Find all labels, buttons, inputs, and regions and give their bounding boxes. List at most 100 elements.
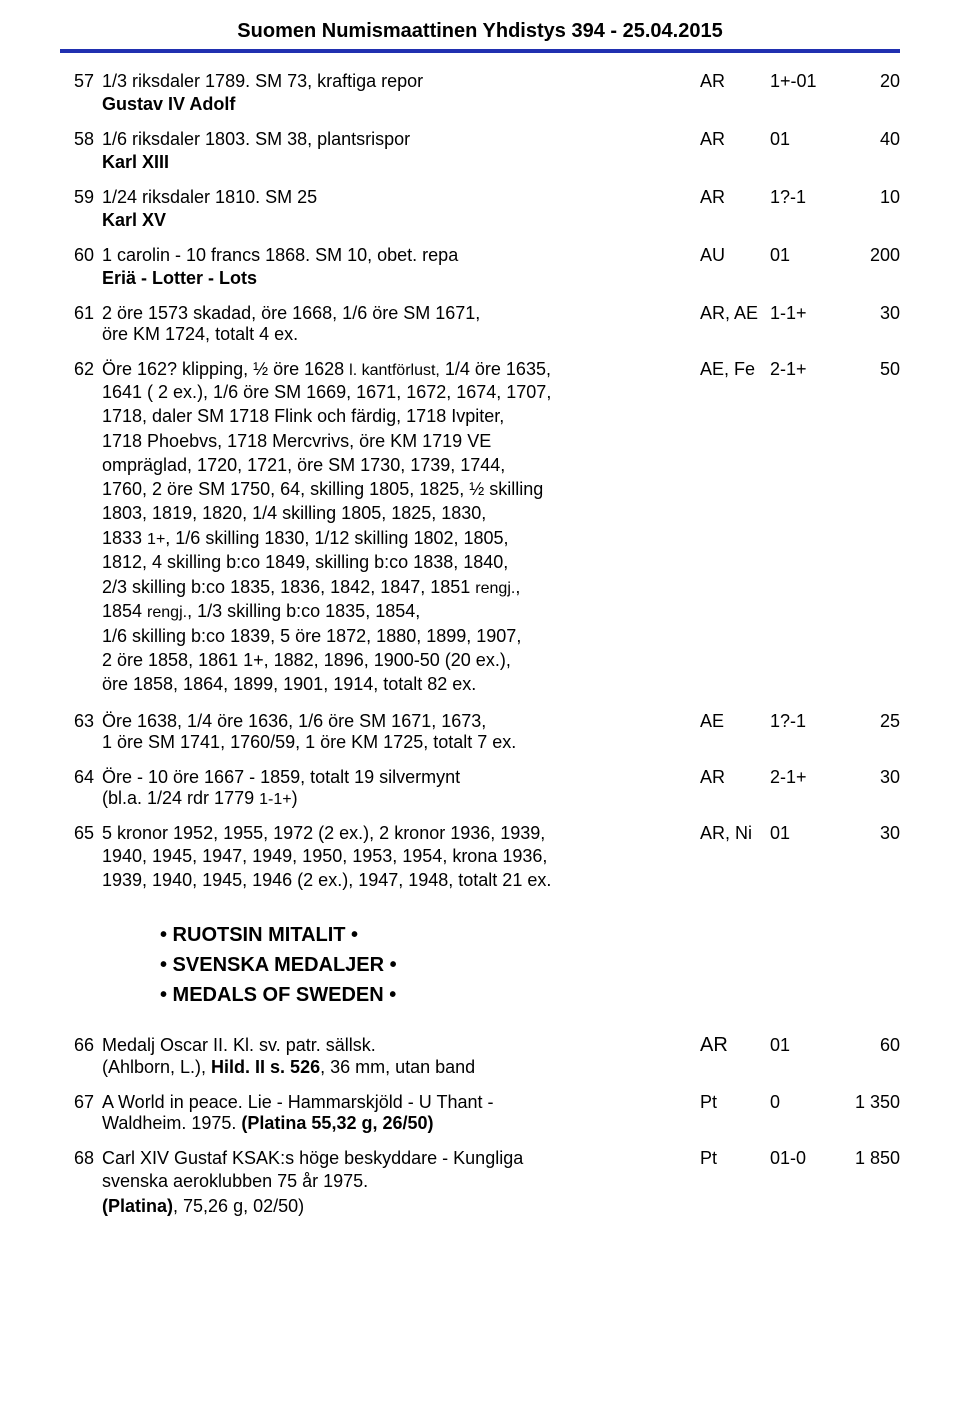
lot-text: Waldheim. 1975. [102,1113,241,1133]
lot-small-text: rengj. [147,604,187,621]
lot-number: 67 [60,1092,102,1113]
lot-price: 30 [830,823,900,844]
lot-metal: AE, Fe [700,359,770,380]
lot-line: 1718 Phoebvs, 1718 Mercvrivs, öre KM 171… [102,429,900,453]
lot-row: 62 Öre 162? klipping, ½ öre 1628 l. kant… [60,359,900,380]
lot-price: 60 [830,1035,900,1056]
lot-description: Carl XIV Gustaf KSAK:s höge beskyddare -… [102,1148,700,1169]
document-page: Suomen Numismaattinen Yhdistys 394 - 25.… [0,0,960,1258]
lot-text: , [515,577,520,597]
lot-grade: 01 [770,1035,830,1056]
lot-description: A World in peace. Lie - Hammarskjöld - U… [102,1092,700,1113]
lot-text: 1833 [102,528,147,548]
lot-text: , 36 mm, utan band [320,1057,475,1077]
lot-grade: 0 [770,1092,830,1113]
lot-row: 58 1/6 riksdaler 1803. SM 38, plantsrisp… [60,129,900,150]
section-line: • RUOTSIN MITALIT • [160,920,900,950]
lot-metal: AU [700,245,770,266]
lot-continuation: (bl.a. 1/24 rdr 1779 1-1+) [102,788,900,809]
lot-metal: AR [700,1034,770,1057]
lot-line: ompräglad, 1720, 1721, öre SM 1730, 1739… [102,453,900,477]
lot-grade: 1?-1 [770,187,830,208]
lot-price: 1 850 [830,1148,900,1169]
lot-row: 66 Medalj Oscar II. Kl. sv. patr. sällsk… [60,1034,900,1057]
lot-description: 2 öre 1573 skadad, öre 1668, 1/6 öre SM … [102,303,700,324]
lot-line: 1718, daler SM 1718 Flink och färdig, 17… [102,404,900,428]
lot-text: ) [292,788,298,808]
lot-line: 1760, 2 öre SM 1750, 64, skilling 1805, … [102,477,900,501]
section-line: • SVENSKA MEDALJER • [160,950,900,980]
lot-price: 25 [830,711,900,732]
lot-price: 200 [830,245,900,266]
lot-line: 1833 1+, 1/6 skilling 1830, 1/12 skillin… [102,526,900,551]
section-line: • MEDALS OF SWEDEN • [160,980,900,1010]
lot-number: 65 [60,823,102,844]
lot-text: , 75,26 g, 02/50) [173,1196,304,1216]
lot-metal: AR [700,187,770,208]
lot-grade: 1?-1 [770,711,830,732]
lot-description: Öre - 10 öre 1667 - 1859, totalt 19 silv… [102,767,700,788]
lot-description: 5 kronor 1952, 1955, 1972 (2 ex.), 2 kro… [102,823,700,844]
lot-line: 1803, 1819, 1820, 1/4 skilling 1805, 182… [102,501,900,525]
lot-bold: Hild. II s. 526 [211,1057,320,1077]
lot-row: 61 2 öre 1573 skadad, öre 1668, 1/6 öre … [60,303,900,324]
lot-description: 1/6 riksdaler 1803. SM 38, plantsrispor [102,129,700,150]
lot-continuation: Waldheim. 1975. (Platina 55,32 g, 26/50) [102,1113,900,1134]
lot-description: 1/24 riksdaler 1810. SM 25 [102,187,700,208]
lot-metal: AR [700,129,770,150]
ruler-heading: Karl XIII [102,152,900,173]
lot-number: 63 [60,711,102,732]
lot-continuation: 1 öre SM 1741, 1760/59, 1 öre KM 1725, t… [102,732,900,753]
lot-text: 1854 [102,601,147,621]
lot-grade: 01-0 [770,1148,830,1169]
lot-small-text: rengj. [475,580,515,597]
lot-bold: (Platina) [102,1196,173,1216]
lot-row: 63 Öre 1638, 1/4 öre 1636, 1/6 öre SM 16… [60,711,900,732]
lot-grade: 01 [770,129,830,150]
lot-metal: Pt [700,1092,770,1113]
lot-text: , 1/6 skilling 1830, 1/12 skilling 1802,… [165,528,508,548]
lot-line: 1940, 1945, 1947, 1949, 1950, 1953, 1954… [102,844,900,868]
lot-text: (bl.a. 1/24 rdr 1779 [102,788,259,808]
lot-small-text: l. kantförlust, [349,362,440,379]
lot-price: 30 [830,303,900,324]
lot-continuation: 1641 ( 2 ex.), 1/6 öre SM 1669, 1671, 16… [102,380,900,697]
lot-line: 2/3 skilling b:co 1835, 1836, 1842, 1847… [102,575,900,600]
lot-continuation: öre KM 1724, totalt 4 ex. [102,324,900,345]
lot-description: Medalj Oscar II. Kl. sv. patr. sällsk. [102,1035,700,1056]
lot-number: 66 [60,1035,102,1056]
lot-price: 50 [830,359,900,380]
lot-grade: 01 [770,245,830,266]
lot-bold: (Platina 55,32 g, 26/50) [241,1113,433,1133]
lot-metal: AR [700,71,770,92]
lot-grade: 2-1+ [770,767,830,788]
lot-price: 20 [830,71,900,92]
lot-number: 59 [60,187,102,208]
lot-line: 1641 ( 2 ex.), 1/6 öre SM 1669, 1671, 16… [102,380,900,404]
lot-description: Öre 1638, 1/4 öre 1636, 1/6 öre SM 1671,… [102,711,700,732]
lot-row: 64 Öre - 10 öre 1667 - 1859, totalt 19 s… [60,767,900,788]
lot-text: Öre 162? klipping, ½ öre 1628 [102,359,349,379]
lot-line: 1854 rengj., 1/3 skilling b:co 1835, 185… [102,599,900,624]
section-block: • RUOTSIN MITALIT • • SVENSKA MEDALJER •… [160,920,900,1010]
lot-grade: 01 [770,823,830,844]
lot-metal: AR [700,767,770,788]
lot-metal: Pt [700,1148,770,1169]
lot-number: 57 [60,71,102,92]
page-title: Suomen Numismaattinen Yhdistys 394 - 25.… [60,20,900,43]
lot-number: 60 [60,245,102,266]
lot-row: 67 A World in peace. Lie - Hammarskjöld … [60,1092,900,1113]
lot-continuation: (Ahlborn, L.), Hild. II s. 526, 36 mm, u… [102,1057,900,1078]
lot-description: Öre 162? klipping, ½ öre 1628 l. kantför… [102,359,700,380]
lot-description: 1/3 riksdaler 1789. SM 73, kraftiga repo… [102,71,700,92]
lot-line: svenska aeroklubben 75 år 1975. [102,1169,900,1193]
lot-row: 60 1 carolin - 10 francs 1868. SM 10, ob… [60,245,900,266]
lot-line: (Platina), 75,26 g, 02/50) [102,1194,900,1218]
lot-number: 58 [60,129,102,150]
section-heading: Eriä - Lotter - Lots [102,268,900,289]
lot-continuation: svenska aeroklubben 75 år 1975. (Platina… [102,1169,900,1218]
lot-small-text: 1+ [147,531,165,548]
lot-metal: AR, Ni [700,823,770,844]
lot-text: 1/4 öre 1635, [440,359,551,379]
lot-line: 1812, 4 skilling b:co 1849, skilling b:c… [102,550,900,574]
